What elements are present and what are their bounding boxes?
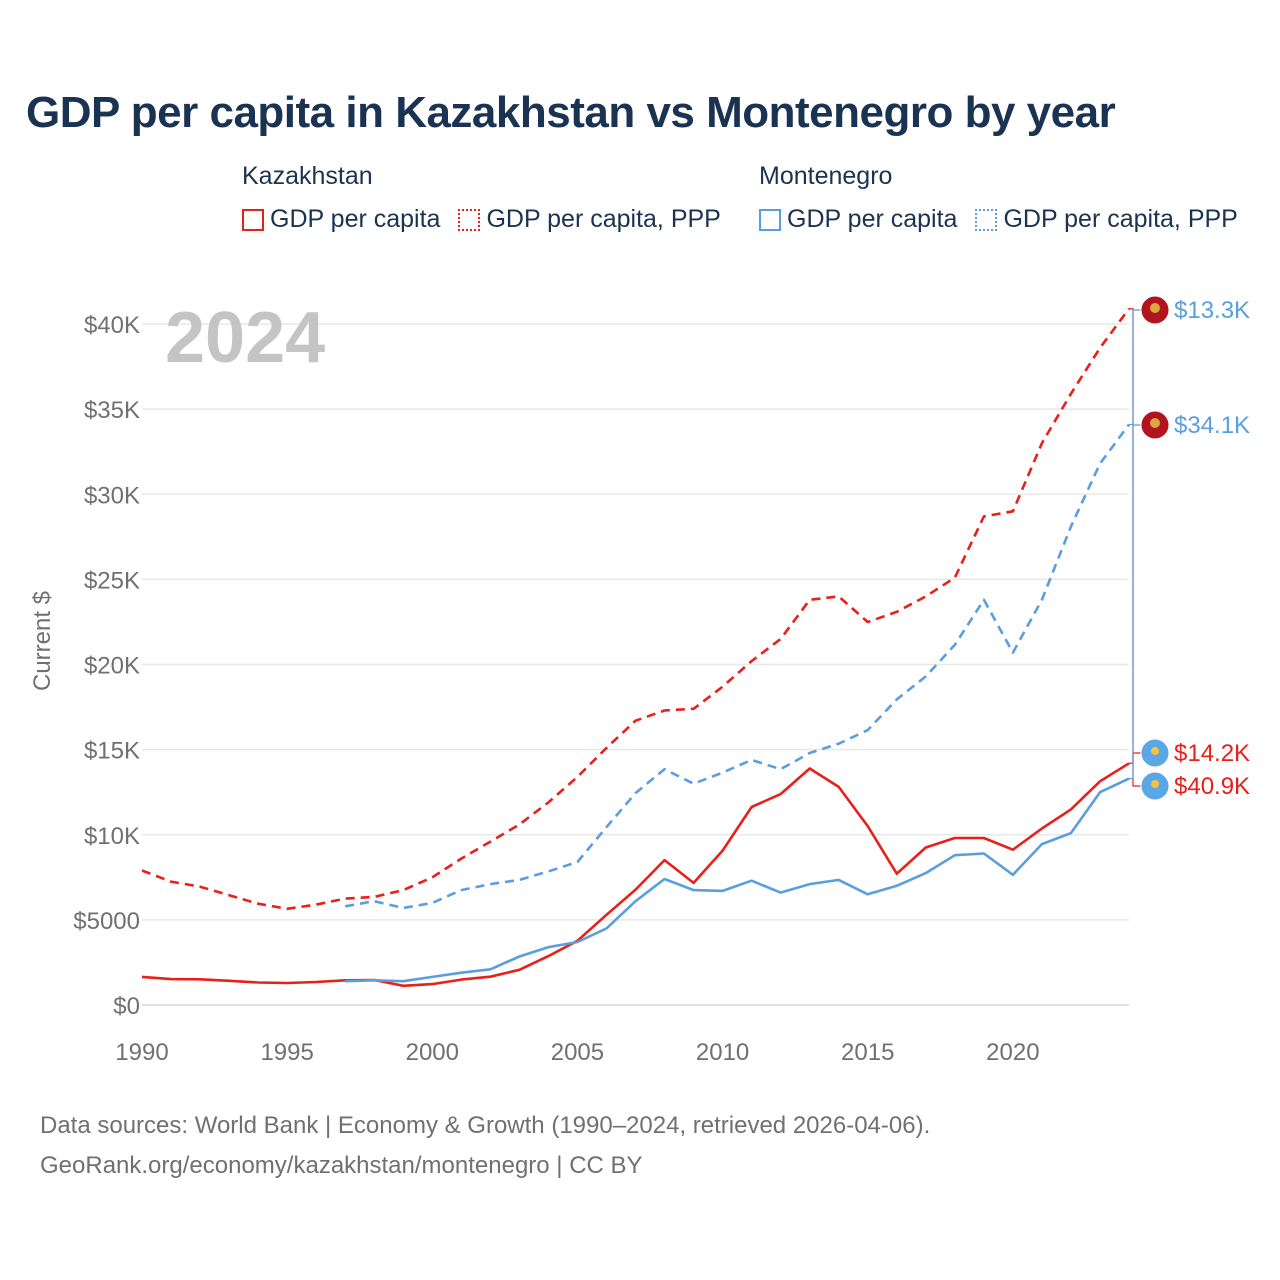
legend-swatch-solid-icon [242,208,264,231]
legend-label: GDP per capita, PPP [486,205,721,233]
series-line-0[interactable] [141,762,1130,988]
x-tick-label: 2005 [551,1039,604,1066]
end-label-leader [1129,752,1141,764]
x-tick-label: 2015 [841,1039,894,1066]
x-tick-label: 1995 [260,1039,313,1066]
end-value-label: $40.9K [1174,773,1250,800]
end-label-leader [1129,308,1141,787]
flag-emblem-icon [1151,747,1159,755]
series-line-1[interactable] [141,307,1131,911]
y-tick-label: $40K [84,312,140,339]
end-value-label: $34.1K [1174,412,1250,439]
end-value-label: $13.3K [1174,297,1250,324]
footer: Data sources: World Bank | Economy & Gro… [40,1106,930,1186]
legend-group-kazakhstan: Kazakhstan GDP per capita GDP per capita… [242,162,721,234]
legend-label: GDP per capita [270,205,441,233]
end-label-leader [1129,309,1141,780]
y-tick-label: $10K [84,823,140,850]
legend-group-montenegro: Montenegro GDP per capita GDP per capita… [759,162,1238,234]
y-axis-ticks: $0 $5000 $10K $15K $20K $25K $30K $35K $40K [73,312,140,1020]
y-tick-label: $35K [84,397,140,424]
chart-title: GDP per capita in Kazakhstan vs Monteneg… [26,88,1116,137]
series-lines [141,307,1131,988]
grid-lines [142,323,1129,1006]
y-tick-label: $5000 [73,908,140,935]
x-axis-ticks: 1990 1995 2000 2005 2010 2015 2020 [115,1039,1039,1066]
y-tick-label: $30K [84,482,140,509]
footer-link[interactable]: GeoRank.org/economy/kazakhstan/montenegr… [40,1152,643,1179]
legend-label: GDP per capita [787,205,958,233]
legend-group-title: Montenegro [759,162,893,190]
flag-emblem-icon [1151,780,1159,788]
series-line-3[interactable] [344,423,1131,910]
x-tick-label: 1990 [115,1039,168,1066]
end-value-label: $14.2K [1174,740,1250,767]
legend-item-me-gdp-ppp[interactable]: GDP per capita, PPP [975,205,1238,234]
y-tick-label: $0 [113,993,140,1020]
y-tick-label: $20K [84,653,140,680]
y-tick-label: $15K [84,738,140,765]
legend-item-me-gdp[interactable]: GDP per capita [759,205,957,234]
x-tick-label: 2020 [986,1039,1039,1066]
year-watermark: 2024 [165,298,325,378]
series-line-2[interactable] [345,777,1130,983]
flag-emblem-icon [1150,418,1160,428]
legend-swatch-dotted-icon [458,208,481,231]
end-labels: $14.2K $40.9K $13.3K $34.1K [1129,295,1250,801]
x-tick-label: 2010 [696,1039,749,1066]
legend-swatch-dotted-icon [975,208,998,231]
y-tick-label: $25K [84,567,140,594]
legend-label: GDP per capita, PPP [1003,205,1238,233]
y-axis-label: Current $ [29,591,56,691]
legend-item-kz-gdp-ppp[interactable]: GDP per capita, PPP [458,205,721,234]
legend-group-title: Kazakhstan [242,162,373,190]
footer-sources: Data sources: World Bank | Economy & Gro… [40,1112,931,1139]
x-tick-label: 2000 [406,1039,459,1066]
flag-emblem-icon [1150,303,1160,313]
legend-swatch-solid-icon [759,208,781,231]
end-label-leader [1129,423,1141,426]
legend-item-kz-gdp[interactable]: GDP per capita [242,205,440,234]
